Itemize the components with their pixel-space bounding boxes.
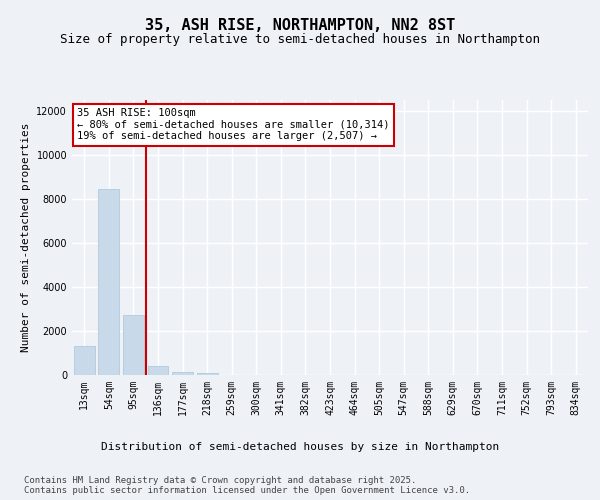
Bar xyxy=(148,366,169,375)
Text: 35, ASH RISE, NORTHAMPTON, NN2 8ST: 35, ASH RISE, NORTHAMPTON, NN2 8ST xyxy=(145,18,455,32)
Text: 35 ASH RISE: 100sqm
← 80% of semi-detached houses are smaller (10,314)
19% of se: 35 ASH RISE: 100sqm ← 80% of semi-detach… xyxy=(77,108,389,142)
Text: Contains HM Land Registry data © Crown copyright and database right 2025.
Contai: Contains HM Land Registry data © Crown c… xyxy=(24,476,470,495)
Text: Size of property relative to semi-detached houses in Northampton: Size of property relative to semi-detach… xyxy=(60,32,540,46)
Text: Distribution of semi-detached houses by size in Northampton: Distribution of semi-detached houses by … xyxy=(101,442,499,452)
Bar xyxy=(197,373,218,375)
Bar xyxy=(74,346,95,375)
Y-axis label: Number of semi-detached properties: Number of semi-detached properties xyxy=(21,122,31,352)
Bar xyxy=(172,372,193,375)
Bar xyxy=(98,189,119,375)
Bar xyxy=(123,315,144,375)
